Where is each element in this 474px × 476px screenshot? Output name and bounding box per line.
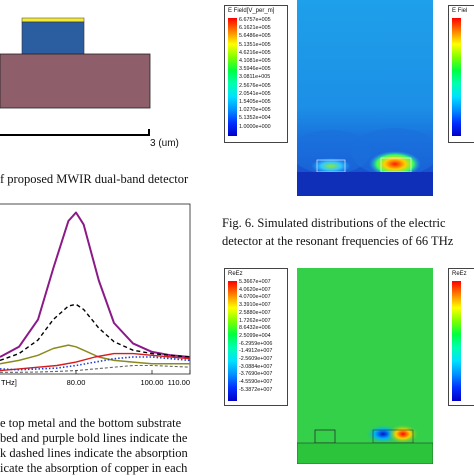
reez-simulation-map bbox=[297, 268, 433, 464]
efield-legend-value: 4.1081e+005 bbox=[239, 58, 271, 65]
reez-legend-value: 2.5099e+004 bbox=[239, 332, 271, 339]
plot-frame bbox=[0, 203, 191, 375]
efield-legend-value: 4.6216e+005 bbox=[239, 49, 271, 56]
reez-legend-2: ReEz bbox=[448, 268, 474, 406]
caption-line: e top metal and the bottom substrate bbox=[0, 416, 182, 430]
efield-legend-value: 3.0811e+005 bbox=[239, 74, 271, 81]
reez-legend-value: -6.2959e+006 bbox=[239, 340, 273, 347]
dielectric-layer bbox=[21, 21, 85, 55]
top-metal-layer bbox=[21, 17, 85, 23]
series-line-gray-dashed bbox=[0, 364, 191, 373]
reez-colorbar-2 bbox=[452, 281, 461, 401]
reez-legend-value: 8.6432e+006 bbox=[239, 325, 271, 332]
efield-legend-2: E Fiel bbox=[448, 5, 474, 143]
reez-legend-value: -4.5590e+007 bbox=[239, 379, 273, 386]
efield-colorbar bbox=[228, 18, 237, 136]
series-line-black-dashed bbox=[0, 303, 191, 362]
efield-legend-value: 1.5405e+005 bbox=[239, 99, 271, 106]
reez-legend-value: 4.0620e+007 bbox=[239, 286, 271, 293]
x-tick-label: 100.00 bbox=[141, 378, 164, 387]
reez-legend-value: -3.0884e+007 bbox=[239, 363, 273, 370]
scale-bar-label: 3 (um) bbox=[150, 138, 179, 149]
efield-hotspot-right bbox=[369, 151, 421, 177]
caption-line: bed and purple bold lines indicate the bbox=[0, 431, 188, 445]
reez-legend-values: 5.3667e+007 4.0620e+007 4.0700e+007 3.3910e… bbox=[239, 279, 272, 395]
absorption-chart: 80.00 100.00 110.00 THz] bbox=[0, 203, 191, 387]
reez-legend-value: 2.5880e+007 bbox=[239, 309, 271, 316]
efield-legend-value: 3.5946e+005 bbox=[239, 66, 271, 73]
reez-legend-value: 5.3667e+007 bbox=[239, 279, 271, 285]
efield-legend-value: 2.0541e+005 bbox=[239, 90, 271, 97]
efield-simulation-map bbox=[297, 0, 433, 196]
efield-legend-value: 5.1351e+005 bbox=[239, 41, 271, 48]
reez-legend-2-title: ReEz bbox=[452, 271, 467, 277]
figure-caption-fig6-line1: Fig. 6. Simulated distributions of the e… bbox=[222, 216, 446, 230]
reez-legend-value: 1.7262e+007 bbox=[239, 317, 271, 324]
x-tick-label: 110.00 bbox=[168, 378, 190, 387]
reez-colorbar bbox=[228, 281, 237, 401]
reez-legend-title: ReEz bbox=[228, 271, 243, 277]
efield-legend-value: 6.1621e+005 bbox=[239, 25, 271, 32]
scale-bar bbox=[0, 134, 150, 136]
caption-line: icate the absorption of copper in each bbox=[0, 461, 188, 475]
x-tick-label: 80.00 bbox=[67, 378, 86, 387]
figure-caption-top-left: f proposed MWIR dual-band detector bbox=[0, 172, 189, 186]
efield-hotspot-left bbox=[311, 158, 351, 174]
efield-legend-value: 5.6486e+005 bbox=[239, 33, 271, 40]
efield-legend-value: 1.0000e+000 bbox=[239, 123, 271, 130]
reez-legend-value: 3.3910e+007 bbox=[239, 302, 271, 309]
series-line-olive-solid bbox=[0, 344, 190, 365]
reez-legend-value: -5.3872e+007 bbox=[239, 386, 273, 393]
series-line-blue-dotted bbox=[0, 356, 191, 371]
reez-legend-value: -1.4912e+007 bbox=[239, 348, 273, 355]
reez-legend-value: -2.5609e+007 bbox=[239, 356, 273, 363]
reez-legend-value: -3.7690e+007 bbox=[239, 371, 273, 378]
efield-legend-value: 1.0270e+005 bbox=[239, 107, 271, 114]
substrate bbox=[0, 53, 151, 109]
efield-legend-value: 2.5676e+005 bbox=[239, 82, 271, 89]
efield-legend-2-title: E Fiel bbox=[452, 8, 468, 14]
reez-legend: ReEz 5.3667e+007 4.0620e+007 4.0700e+007 3.… bbox=[224, 268, 288, 406]
efield-legend-title: E Field[V_per_m] bbox=[228, 8, 275, 14]
efield-colorbar-2 bbox=[452, 18, 461, 136]
series-line-purple-solid bbox=[0, 211, 191, 358]
series-line-red-solid bbox=[0, 352, 191, 372]
caption-line: k dashed lines indicate the absorption bbox=[0, 446, 188, 460]
device-schematic bbox=[0, 17, 151, 109]
efield-legend-value: 5.1352e+004 bbox=[239, 115, 271, 122]
figure-caption-fig6-line2: detector at the resonant frequencies of … bbox=[222, 234, 454, 248]
efield-legend-values: 6.6757e+005 6.1621e+005 5.6486e+005 5.1351e… bbox=[239, 16, 271, 131]
scale-bar-tick bbox=[148, 129, 150, 136]
x-axis-label: THz] bbox=[1, 378, 17, 387]
efield-legend: E Field[V_per_m] 6.6757e+005 6.1621e+005 5… bbox=[224, 5, 288, 143]
efield-legend-value: 6.6757e+005 bbox=[239, 17, 271, 23]
reez-legend-value: 4.0700e+007 bbox=[239, 294, 271, 301]
